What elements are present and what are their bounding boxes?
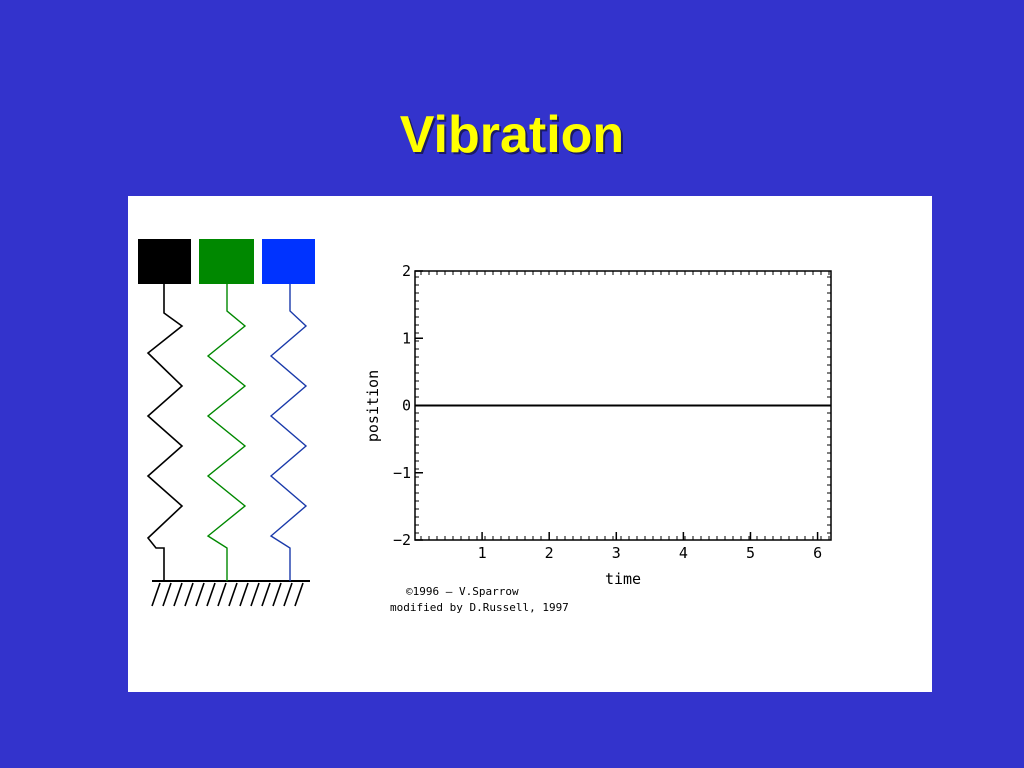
x-tick-label: 4 <box>679 544 688 562</box>
x-tick-label: 6 <box>813 544 822 562</box>
animation-panel: 1 2 3 4 5 6 2 1 0 −1 −2 time position ©1996 – V.S… <box>128 196 932 692</box>
hatch-mark <box>239 582 249 607</box>
spring-system <box>138 239 315 607</box>
spring-black <box>146 284 184 581</box>
hatch-mark <box>228 582 238 607</box>
x-tick-label: 3 <box>612 544 621 562</box>
hatch-mark <box>206 582 216 607</box>
slide-title: Vibration <box>399 106 625 164</box>
y-tick-label: −1 <box>393 464 411 482</box>
hatch-mark <box>173 582 183 607</box>
mass-green <box>199 239 254 284</box>
hatch-mark <box>272 582 282 607</box>
y-axis-ticks: 2 1 0 −1 −2 <box>393 262 423 549</box>
x-tick-label: 2 <box>545 544 554 562</box>
mass-blue <box>262 239 315 284</box>
hatch-mark <box>261 582 271 607</box>
y-tick-label: 2 <box>402 262 411 280</box>
x-axis-ticks: 1 2 3 4 5 6 <box>478 532 822 562</box>
x-tick-label: 1 <box>478 544 487 562</box>
hatch-mark <box>283 582 293 607</box>
y-tick-label: 0 <box>402 397 411 415</box>
hatch-mark <box>162 582 172 607</box>
y-tick-label: 1 <box>402 329 411 347</box>
ground-hatching <box>151 582 304 607</box>
hatch-mark <box>184 582 194 607</box>
hatch-mark <box>195 582 205 607</box>
x-tick-label: 5 <box>746 544 755 562</box>
hatch-mark <box>294 582 304 607</box>
y-axis-label: position <box>364 370 382 442</box>
hatch-mark <box>250 582 260 607</box>
x-axis-label: time <box>605 570 641 588</box>
mass-black <box>138 239 191 284</box>
copyright-credit: ©1996 – V.Sparrow <box>406 585 519 598</box>
modified-credit: modified by D.Russell, 1997 <box>390 601 569 614</box>
spring-blue <box>269 284 308 581</box>
y-tick-label: −2 <box>393 531 411 549</box>
plot-dotted-border <box>415 271 831 540</box>
hatch-mark <box>151 582 161 607</box>
vibration-diagram: 1 2 3 4 5 6 2 1 0 −1 −2 time position <box>138 239 832 607</box>
spring-green <box>206 284 247 581</box>
position-time-plot: 1 2 3 4 5 6 2 1 0 −1 −2 time position <box>364 262 832 588</box>
hatch-mark <box>217 582 227 607</box>
